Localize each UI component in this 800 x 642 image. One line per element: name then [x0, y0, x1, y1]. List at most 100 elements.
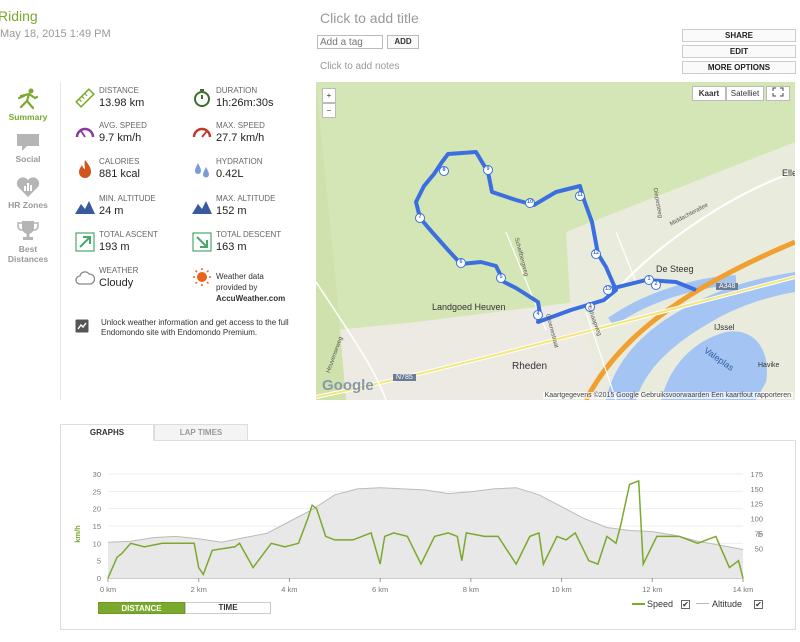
map-label: Landgoed Heuven: [432, 302, 506, 312]
stat-label: WEATHER: [99, 266, 139, 275]
route-marker[interactable]: 11: [575, 191, 585, 201]
route-marker[interactable]: 12: [591, 249, 601, 259]
route-marker[interactable]: 13: [603, 285, 613, 295]
map-footer[interactable]: Kaartgegevens ©2015 Google Gebruiksvoorw…: [542, 392, 793, 399]
route-marker[interactable]: 5: [496, 273, 506, 283]
weather-attribution[interactable]: Weather data provided by AccuWeather.com: [216, 271, 285, 304]
road-shield: N785: [393, 374, 416, 381]
nav-hr-zones[interactable]: HR Zones: [6, 176, 50, 210]
stat-label: MIN. ALTITUDE: [99, 194, 156, 203]
graph-panel: [60, 440, 796, 630]
map-label: De Steeg: [656, 264, 694, 274]
stat-total-ascent: TOTAL ASCENT 193 m: [75, 230, 195, 264]
speed-altitude-chart: 0 5 10 15 20 25 30 50 75 100 125 150 175 0 km 2 km 4 …: [73, 470, 764, 594]
x-tick-label: 12 km: [642, 585, 662, 594]
x-tick-label: 4 km: [281, 585, 297, 594]
fullscreen-button[interactable]: [766, 86, 790, 101]
flame-icon: [79, 160, 91, 178]
arrow-down-right-icon: [192, 232, 212, 252]
speedometer-icon: [192, 127, 212, 138]
route-marker[interactable]: 10: [525, 198, 535, 208]
legend-altitude-label: Altitude: [712, 599, 743, 609]
mountain-icon: [192, 201, 212, 214]
speed-line: [107, 479, 744, 579]
x-tick-label: 6 km: [372, 585, 388, 594]
map-label: Havike: [758, 362, 780, 369]
nav-summary[interactable]: Summary: [6, 88, 50, 122]
ruler-icon: [75, 88, 95, 108]
stat-duration: DURATION 1h:26m:30s: [192, 86, 312, 120]
nav-social-label: Social: [15, 154, 41, 164]
sport-title: Riding: [0, 8, 38, 24]
y-axis-ticks: 0 5 10 15 20 25 30: [93, 470, 101, 583]
stat-value: 193 m: [99, 241, 130, 253]
add-notes-field[interactable]: Click to add notes: [320, 61, 400, 72]
y-tick-label: 25: [93, 487, 101, 496]
nav-social[interactable]: Social: [6, 132, 50, 164]
stat-distance: DISTANCE 13.98 km: [75, 86, 195, 120]
route-marker[interactable]: 3: [585, 302, 595, 312]
stat-value: 0.42L: [216, 168, 244, 180]
stat-value: 163 m: [216, 241, 247, 253]
sun-icon: [193, 268, 211, 286]
y2-axis-ticks: 50 75 100 125 150 175: [750, 470, 763, 553]
y2-tick-label: 100: [750, 515, 763, 524]
tab-graphs[interactable]: GRAPHS: [60, 424, 154, 441]
legend-speed-label: Speed: [647, 599, 674, 609]
route-map[interactable]: 1 2 3 4 5 6 7 8 9 10 11 12 13 Landgoed Heuven Rheden…: [316, 82, 795, 400]
water-drops-icon: [195, 163, 209, 178]
map-type-map-button[interactable]: Kaart: [692, 86, 726, 101]
speed-toggle-checkbox[interactable]: ✔: [681, 600, 690, 609]
add-title-field[interactable]: Click to add title: [320, 10, 419, 26]
stat-value: 24 m: [99, 205, 124, 217]
stat-label: MAX. ALTITUDE: [216, 194, 276, 203]
stat-value: 27.7 km/h: [216, 132, 265, 144]
tag-input[interactable]: [317, 35, 383, 49]
stat-value: 13.98 km: [99, 97, 145, 109]
tab-lap-times[interactable]: LAP TIMES: [154, 424, 248, 441]
road-shield: A348: [716, 283, 739, 290]
stat-calories: CALORIES 881 kcal: [75, 157, 195, 191]
fullscreen-icon: [772, 87, 784, 97]
rider-icon: [17, 88, 39, 110]
nav-best-distances[interactable]: Best Distances: [6, 220, 50, 264]
map-type-satellite-button[interactable]: Satelliet: [726, 86, 764, 101]
stat-min-altitude: MIN. ALTITUDE 24 m: [75, 194, 195, 228]
zoom-in-button[interactable]: +: [322, 88, 336, 103]
map-canvas: [316, 82, 795, 400]
x-tick-label: 2 km: [191, 585, 207, 594]
route-marker[interactable]: 7: [415, 213, 425, 223]
stat-label: MAX. SPEED: [216, 121, 265, 130]
x-tick-label: 8 km: [463, 585, 479, 594]
y2-tick-label: 125: [750, 500, 763, 509]
more-options-button[interactable]: MORE OPTIONS: [682, 61, 796, 74]
premium-upsell-text[interactable]: Unlock weather information and get acces…: [101, 318, 289, 337]
route-marker[interactable]: 2: [651, 280, 661, 290]
stat-avg-speed: AVG. SPEED 9.7 km/h: [75, 121, 195, 155]
stat-max-speed: MAX. SPEED 27.7 km/h: [192, 121, 312, 155]
stat-label: DISTANCE: [99, 86, 139, 95]
route-marker[interactable]: 8: [439, 166, 449, 176]
nav-divider: [60, 82, 61, 400]
edit-button[interactable]: EDIT: [682, 45, 796, 58]
route-marker[interactable]: 9: [483, 165, 493, 175]
arrow-up-right-icon: [75, 232, 95, 252]
stat-label: TOTAL DESCENT: [216, 230, 282, 239]
x-axis-distance-button[interactable]: DISTANCE: [98, 602, 185, 614]
y2-tick-label: 150: [750, 485, 763, 494]
add-tag-button[interactable]: ADD: [387, 35, 419, 49]
stat-hydration: HYDRATION 0.42L: [192, 157, 312, 191]
weather-data-line: Weather data: [216, 272, 264, 281]
zoom-out-button[interactable]: −: [322, 103, 336, 118]
route-marker[interactable]: 4: [533, 310, 543, 320]
altitude-toggle-checkbox[interactable]: ✔: [754, 600, 763, 609]
x-axis-ticks: 0 km 2 km 4 km 6 km 8 km 10 km 12 km 14 km: [100, 578, 753, 594]
premium-icon: [75, 319, 89, 333]
x-axis-time-button[interactable]: TIME: [185, 602, 271, 614]
y2-axis-label: m: [755, 531, 764, 537]
stat-value: 1h:26m:30s: [216, 97, 274, 109]
share-button[interactable]: SHARE: [682, 29, 796, 42]
y-tick-label: 20: [93, 505, 101, 514]
accuweather-link[interactable]: AccuWeather.com: [216, 294, 286, 303]
route-marker[interactable]: 6: [456, 258, 466, 268]
